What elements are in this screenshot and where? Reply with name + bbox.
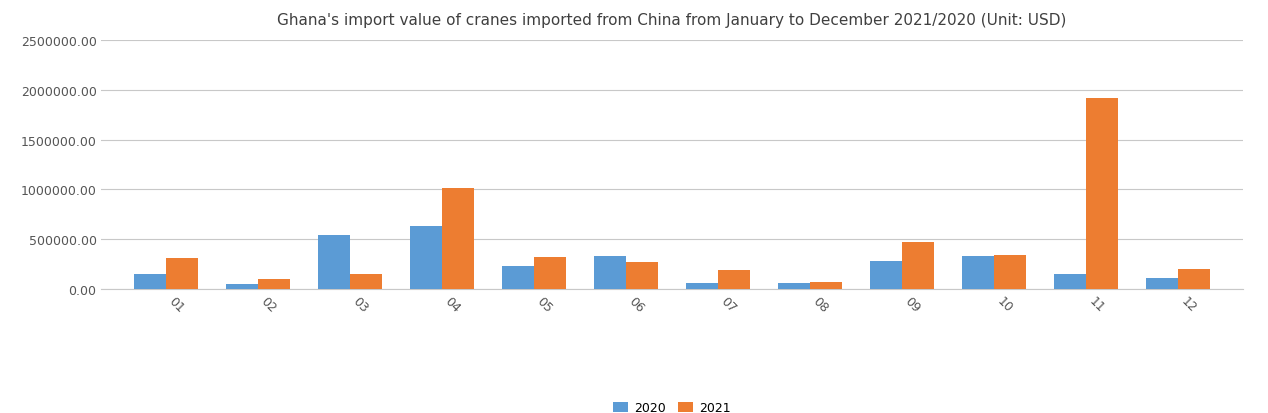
Title: Ghana's import value of cranes imported from China from January to December 2021: Ghana's import value of cranes imported … <box>278 13 1066 28</box>
Bar <box>686 284 718 289</box>
Bar <box>1087 99 1118 289</box>
Bar <box>1178 270 1211 289</box>
Bar <box>350 274 382 289</box>
Bar <box>226 284 257 289</box>
Bar <box>257 280 290 289</box>
Bar <box>318 235 350 289</box>
Bar <box>133 274 166 289</box>
Bar <box>718 270 751 289</box>
Bar <box>870 261 902 289</box>
Bar <box>994 255 1026 289</box>
Bar <box>810 282 842 289</box>
Bar <box>626 262 658 289</box>
Bar <box>1146 278 1178 289</box>
Bar <box>962 256 994 289</box>
Bar <box>410 227 443 289</box>
Legend: 2020, 2021: 2020, 2021 <box>607 396 737 413</box>
Bar <box>1054 274 1087 289</box>
Bar <box>166 259 198 289</box>
Bar <box>443 189 474 289</box>
Bar <box>902 242 935 289</box>
Bar <box>502 266 534 289</box>
Bar <box>534 257 567 289</box>
Bar <box>593 256 626 289</box>
Bar <box>777 284 810 289</box>
